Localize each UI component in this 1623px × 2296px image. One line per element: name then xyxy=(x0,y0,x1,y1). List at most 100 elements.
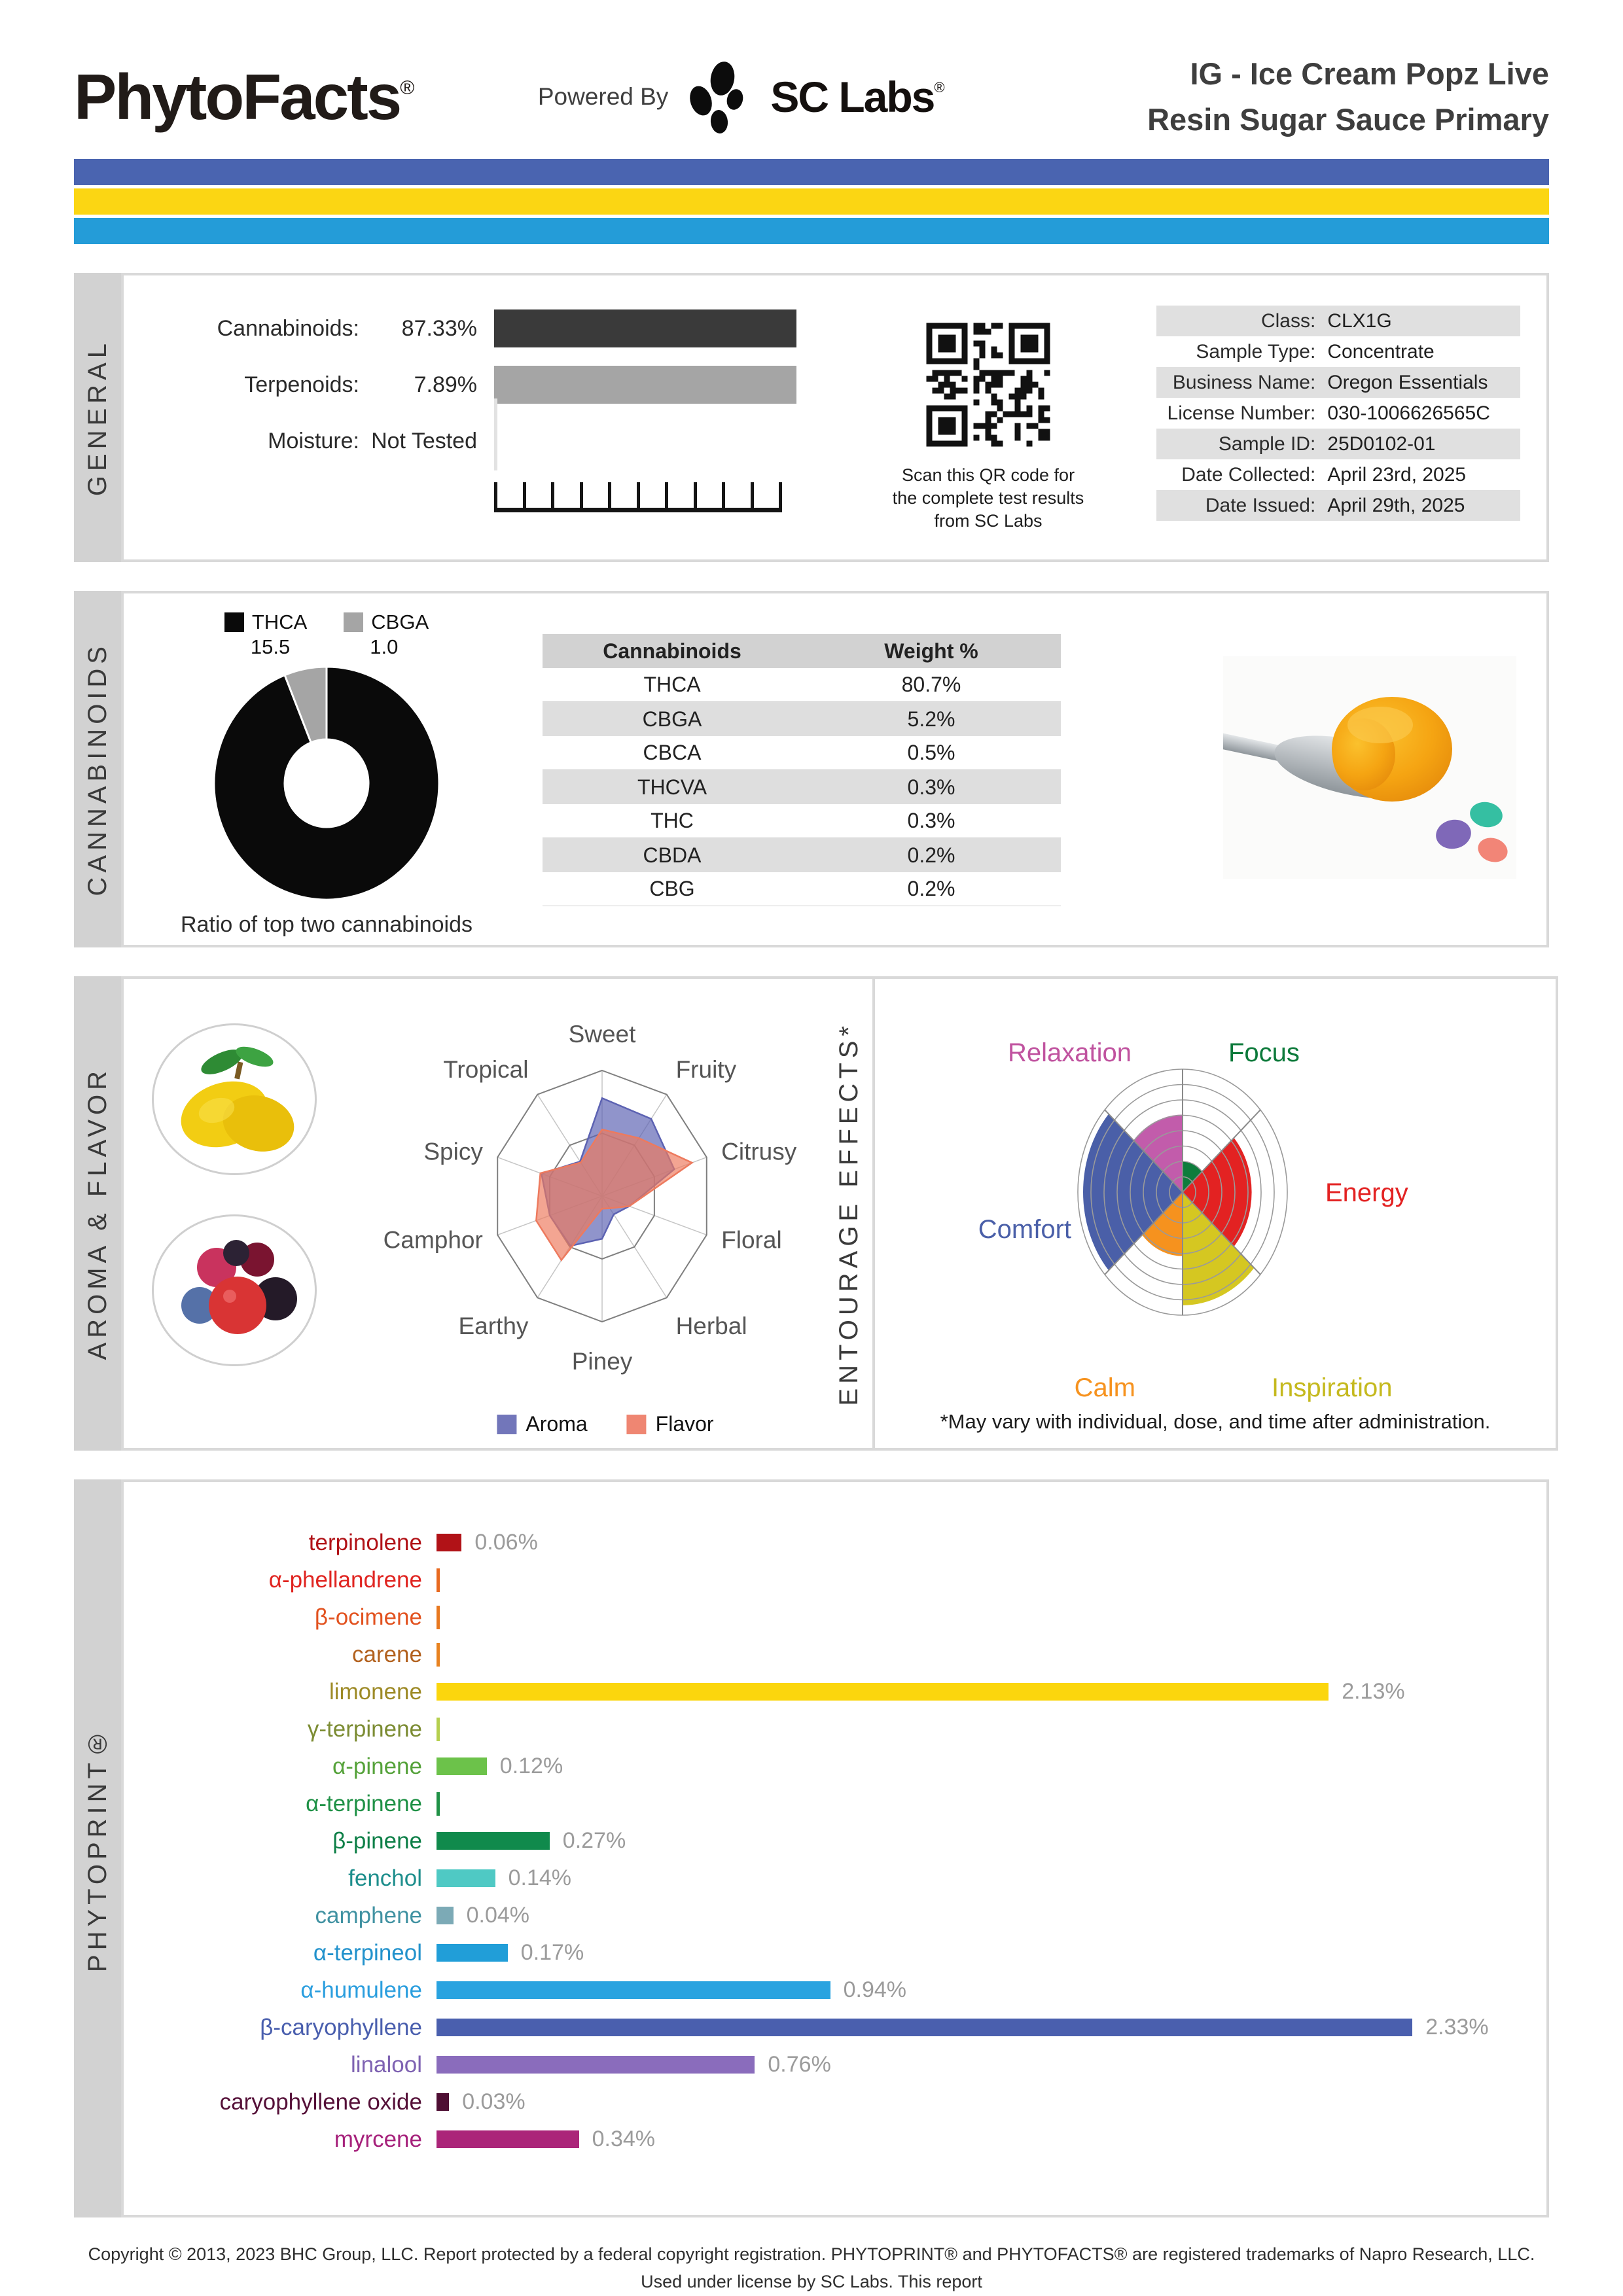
metric-terpenoids: Terpenoids: 7.89% xyxy=(143,366,837,404)
cannabinoid-name: CBCA xyxy=(643,741,702,764)
legend-item-flavor: Flavor xyxy=(626,1412,714,1436)
terpene-value: 0.03% xyxy=(462,2089,526,2114)
terpene-bar xyxy=(437,1907,454,1924)
donut-slice-CBGA xyxy=(283,665,328,744)
radar-axis-label: Floral xyxy=(721,1227,782,1254)
cannabinoids-panel: THCA 15.5 CBGA 1.0 Ratio of top two cann… xyxy=(121,591,1549,947)
footer-line1: Copyright © 2013, 2023 BHC Group, LLC. R… xyxy=(88,2244,1535,2291)
radar-axis-label: Fruity xyxy=(676,1056,737,1083)
terpene-row: β-caryophyllene 2.33% xyxy=(124,2009,1520,2046)
terpene-row: camphene 0.04% xyxy=(124,1897,1520,1934)
terpene-value: 0.76% xyxy=(768,2052,831,2077)
terpene-label: fenchol xyxy=(348,1865,422,1891)
cannabinoid-row: CBG 0.2% xyxy=(543,872,1061,906)
terpene-value: 0.94% xyxy=(843,1977,906,2002)
info-row: Business Name: Oregon Essentials xyxy=(1156,367,1520,398)
metric-label: Moisture: xyxy=(268,428,359,453)
terpene-bar xyxy=(437,2019,1413,2036)
info-label: Class: xyxy=(1260,309,1316,332)
terpene-bar xyxy=(437,1981,830,1999)
info-value: 030-1006626565C xyxy=(1327,402,1490,424)
effect-label-calm: Calm xyxy=(1075,1373,1135,1402)
cannabinoid-name: CBDA xyxy=(643,843,702,867)
info-value: 25D0102-01 xyxy=(1327,433,1436,455)
metric-value: 7.89% xyxy=(414,372,477,397)
general-metrics: Cannabinoids: 87.33% Terpenoids: 7.89% M… xyxy=(143,309,837,559)
terpene-row: α-terpinene xyxy=(124,1785,1520,1822)
cannabinoid-weight: 0.2% xyxy=(907,843,955,867)
terpene-trace-tick xyxy=(437,1642,440,1667)
metric-label: Terpenoids: xyxy=(244,372,359,397)
info-value: April 29th, 2025 xyxy=(1327,494,1465,516)
terpene-row: β-pinene 0.27% xyxy=(124,1822,1520,1860)
general-panel: Cannabinoids: 87.33% Terpenoids: 7.89% M… xyxy=(121,273,1549,562)
info-row: Class: CLX1G xyxy=(1156,306,1520,336)
cannabinoid-weight: 5.2% xyxy=(907,707,955,731)
terpene-value: 0.17% xyxy=(520,1940,584,1965)
info-value: CLX1G xyxy=(1327,309,1392,332)
metric-cannabinoids: Cannabinoids: 87.33% xyxy=(143,309,837,347)
footer-copyright: Copyright © 2013, 2023 BHC Group, LLC. R… xyxy=(74,2241,1549,2296)
thca-swatch xyxy=(224,612,244,632)
section-entourage: ENTOURAGE EFFECTS* Focus Energy Inspiratio… xyxy=(825,976,1558,1451)
lemon-image xyxy=(151,1023,317,1175)
sc-labs-logo: SC Labs® xyxy=(770,73,944,121)
cannabinoids-section-label: CANNABINOIDS xyxy=(74,591,121,947)
terpene-row: α-terpineol 0.17% xyxy=(124,1934,1520,1971)
cannabinoid-name: CBG xyxy=(649,877,695,900)
info-label: Date Collected: xyxy=(1181,463,1316,486)
effect-label-focus: Focus xyxy=(1228,1038,1300,1067)
effect-label-energy: Energy xyxy=(1325,1178,1408,1207)
flavor-swatch xyxy=(626,1414,647,1434)
metric-moisture: Moisture: Not Tested xyxy=(143,398,837,470)
terpene-value: 2.13% xyxy=(1342,1679,1405,1704)
scale-ruler xyxy=(494,482,782,512)
powered-by-label: Powered By xyxy=(537,83,669,110)
cannabinoids-table: Cannabinoids Weight % THCA 80.7% CBGA 5.2% CBC… xyxy=(543,634,1061,945)
qr-block: Scan this QR code for the complete test … xyxy=(880,309,1096,559)
terpene-row: α-phellandrene xyxy=(124,1561,1520,1598)
aroma-section-label: AROMA & FLAVOR xyxy=(74,976,121,1451)
legend-item-thca: THCA 15.5 xyxy=(224,610,307,659)
terpene-label: β-pinene xyxy=(332,1828,422,1854)
terpene-label: carene xyxy=(351,1641,422,1667)
terpene-value: 2.33% xyxy=(1425,2015,1489,2040)
phytoprint-panel: terpinolene 0.06% α-phellandrene β-ocimene c… xyxy=(121,1479,1549,2217)
cannabinoid-row: CBGA 5.2% xyxy=(543,702,1061,736)
info-value: Concentrate xyxy=(1327,340,1435,362)
donut-chart xyxy=(213,665,440,901)
info-label: Sample Type: xyxy=(1196,340,1316,362)
terpene-row: α-pinene 0.12% xyxy=(124,1748,1520,1785)
terpene-trace-tick xyxy=(437,1792,440,1816)
aroma-images xyxy=(141,992,327,1448)
cannabinoid-row: THCA 80.7% xyxy=(543,668,1061,702)
terpene-label: β-caryophyllene xyxy=(260,2014,422,2040)
cannabinoid-row: THCVA 0.3% xyxy=(543,770,1061,804)
terpene-label: linalool xyxy=(351,2051,422,2077)
aroma-entourage-row: AROMA & FLAVOR xyxy=(74,976,1558,1451)
info-label: Business Name: xyxy=(1172,371,1316,393)
terpene-row: fenchol 0.14% xyxy=(124,1860,1520,1897)
legend-item-aroma: Aroma xyxy=(497,1412,588,1436)
effect-sector-energy xyxy=(1183,1137,1252,1247)
terpene-trace-tick xyxy=(437,1717,440,1741)
effect-label-inspiration: Inspiration xyxy=(1272,1373,1393,1402)
terpene-bar xyxy=(437,1534,462,1551)
donut-slice-THCA xyxy=(213,665,440,901)
cannabinoid-row: CBDA 0.2% xyxy=(543,838,1061,872)
terpene-bar xyxy=(437,2130,579,2148)
cannabinoid-name: THCA xyxy=(643,673,701,696)
terpene-row: β-ocimene xyxy=(124,1598,1520,1636)
info-label: License Number: xyxy=(1167,402,1316,424)
radar-axis-label: Herbal xyxy=(676,1313,747,1339)
aroma-radar-chart: Sweet Fruity Citrusy Floral Herbal Piney Earth… xyxy=(327,992,883,1448)
radar-axis-label: Tropical xyxy=(443,1056,528,1083)
phytoprint-section-label: PHYTOPRINT® xyxy=(74,1479,121,2217)
terpene-label: limonene xyxy=(329,1678,422,1704)
accent-bar-0 xyxy=(74,159,1549,185)
radar-axis-label: Piney xyxy=(572,1348,633,1375)
info-row: License Number: 030-1006626565C xyxy=(1156,398,1520,429)
terpene-bar xyxy=(437,2056,755,2074)
terpene-bar xyxy=(437,1944,508,1962)
